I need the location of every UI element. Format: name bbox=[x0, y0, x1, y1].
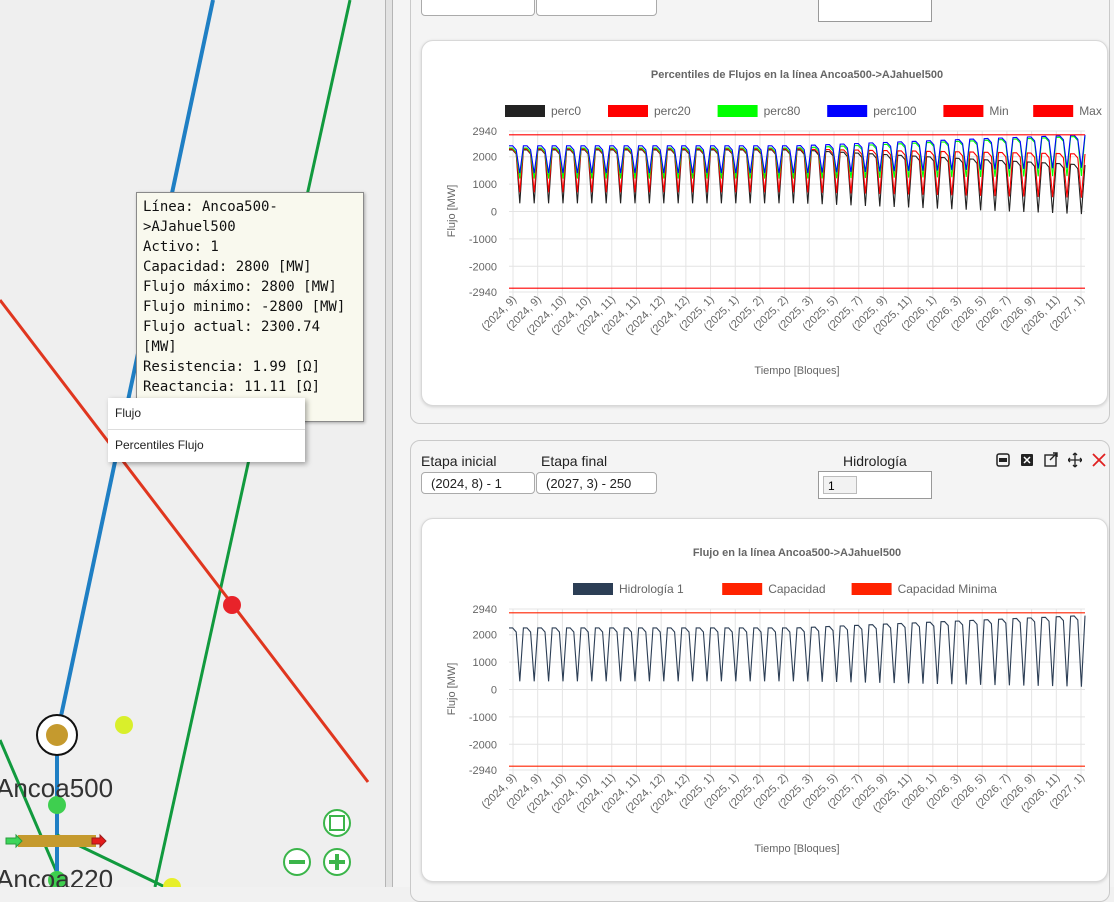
zoom-out-button[interactable] bbox=[283, 848, 311, 876]
transformer-bar[interactable] bbox=[18, 835, 96, 847]
close-icon[interactable] bbox=[1091, 452, 1107, 470]
ancoa500-bus-core bbox=[46, 724, 68, 746]
zoom-in-button[interactable] bbox=[323, 848, 351, 876]
arrow-out-icon bbox=[91, 833, 107, 849]
charts-pane: Etapa inicial (2024, 8) - 1 Etapa final … bbox=[393, 0, 1114, 902]
hidrologia-value[interactable]: 1 bbox=[823, 476, 857, 494]
hidrologia-input[interactable]: 1 bbox=[818, 471, 932, 499]
line-green-2[interactable] bbox=[0, 739, 62, 881]
line-tooltip: Línea: Ancoa500->AJahuel500 Activo: 1 Ca… bbox=[136, 192, 364, 422]
popout-icon[interactable] bbox=[1043, 452, 1059, 470]
map-canvas[interactable]: Ancoa500 Ancoa220 bbox=[0, 0, 385, 887]
line-blue-ancoa500[interactable] bbox=[55, 0, 215, 736]
etapa-final-label: Etapa final bbox=[541, 453, 608, 469]
chart-card-flujo bbox=[421, 518, 1108, 882]
yellow-node[interactable] bbox=[115, 716, 133, 734]
yellow-node-2[interactable] bbox=[163, 878, 181, 887]
green-node[interactable] bbox=[48, 796, 66, 814]
tooltip-line: Línea: Ancoa500->AJahuel500 bbox=[143, 199, 278, 235]
green-node-2[interactable] bbox=[48, 871, 66, 887]
hidrologia-label: Hidrología bbox=[843, 453, 907, 469]
red-node[interactable] bbox=[223, 596, 241, 614]
etapa-final-select[interactable]: (2027, 3) - 250 bbox=[536, 472, 657, 494]
fit-view-button[interactable] bbox=[323, 809, 351, 837]
panel1-hidrologia-input[interactable] bbox=[818, 0, 932, 22]
panel1-etapa-final-select[interactable] bbox=[536, 0, 657, 16]
line-red-ancoa-ajahuel[interactable] bbox=[0, 299, 370, 783]
excel-icon[interactable] bbox=[1019, 452, 1035, 470]
context-menu: Flujo Percentiles Flujo bbox=[108, 398, 305, 462]
menu-item-flujo[interactable]: Flujo bbox=[108, 398, 305, 430]
split-handle[interactable] bbox=[385, 0, 393, 887]
fit-icon bbox=[329, 815, 345, 831]
network-map[interactable]: Ancoa500 Ancoa220 Línea: Ancoa500->AJahu… bbox=[0, 0, 385, 887]
etapa-inicial-select[interactable]: (2024, 8) - 1 bbox=[421, 472, 535, 494]
minus-icon bbox=[289, 860, 305, 864]
tooltip-reactance: Reactancia: 11.11 [Ω] bbox=[143, 379, 321, 395]
tooltip-active: Activo: 1 bbox=[143, 239, 219, 255]
tooltip-min-flow: Flujo minimo: -2800 [MW] bbox=[143, 299, 346, 315]
tooltip-current-flow: Flujo actual: 2300.74 [MW] bbox=[143, 319, 321, 355]
node-label-ancoa220: Ancoa220 bbox=[0, 864, 113, 887]
menu-item-percentiles-flujo[interactable]: Percentiles Flujo bbox=[115, 438, 204, 452]
csv-icon[interactable] bbox=[995, 452, 1011, 470]
node-label-ancoa500: Ancoa500 bbox=[0, 773, 113, 803]
chart-card-percentiles bbox=[421, 40, 1108, 406]
arrow-in-icon bbox=[5, 833, 23, 849]
tooltip-max-flow: Flujo máximo: 2800 [MW] bbox=[143, 279, 337, 295]
tooltip-resistance: Resistencia: 1.99 [Ω] bbox=[143, 359, 321, 375]
panel1-etapa-inicial-select[interactable] bbox=[421, 0, 535, 16]
move-icon[interactable] bbox=[1067, 452, 1083, 470]
tooltip-capacity: Capacidad: 2800 [MW] bbox=[143, 259, 312, 275]
etapa-inicial-label: Etapa inicial bbox=[421, 453, 497, 469]
